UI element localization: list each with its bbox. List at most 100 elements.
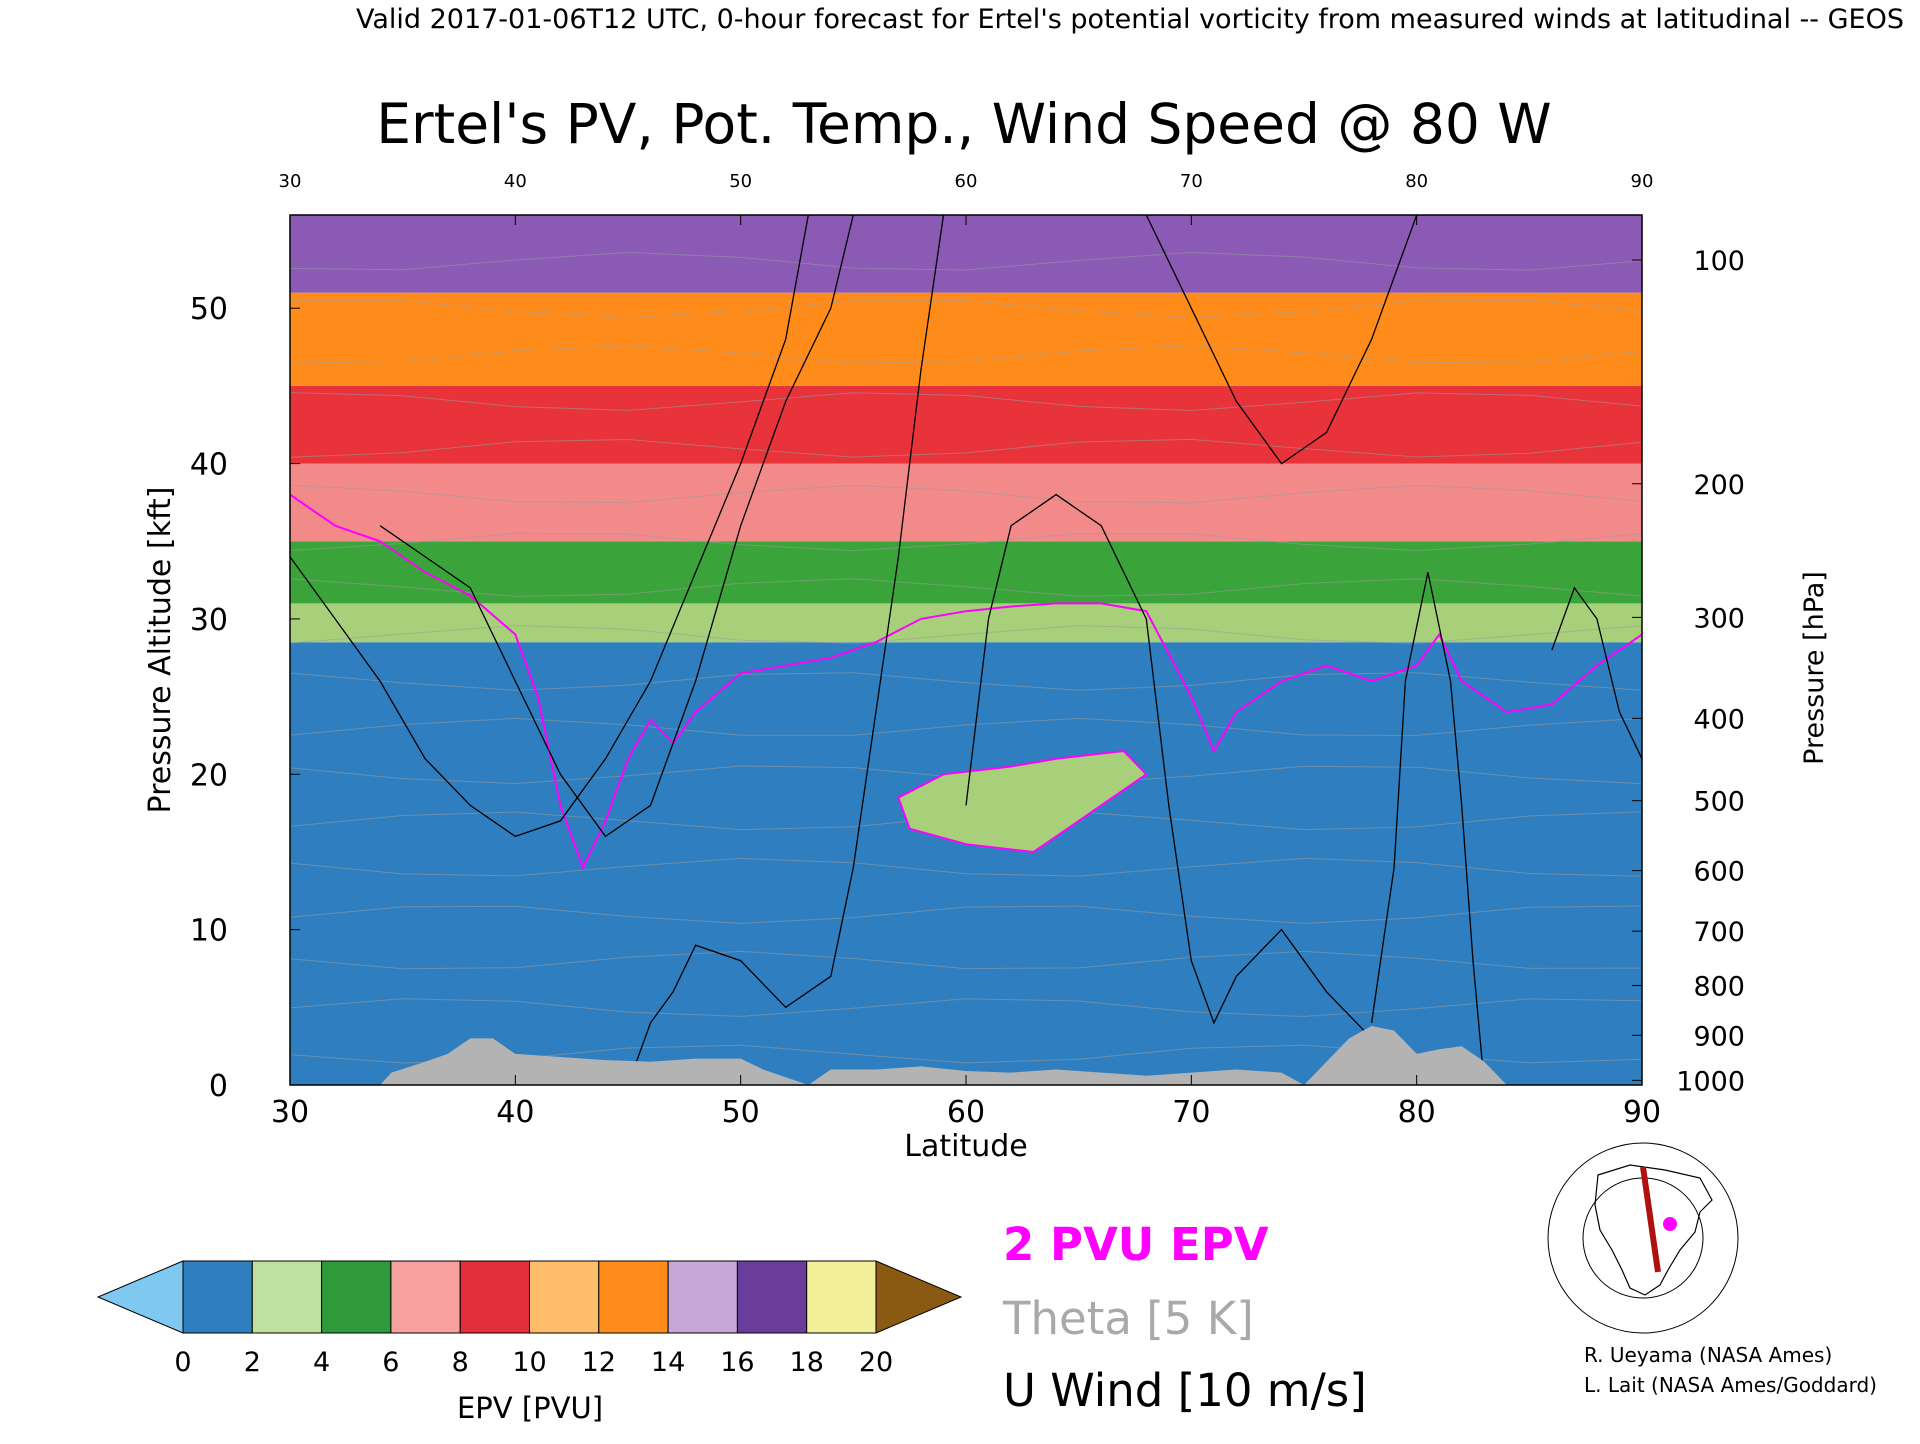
- colorbar-segment: [182, 1260, 253, 1334]
- x-tick-label: 40: [496, 1095, 534, 1130]
- pressure-tick-label: 100: [1693, 246, 1745, 277]
- x-axis-bottom: 30 40 50 60 70 80 90: [271, 1075, 1661, 1130]
- x-axis-top: 30 40 50 60 70 80 90: [279, 171, 1654, 225]
- colorbar: 0 2 4 6 8 10 12 14 16 18 20: [96, 1260, 963, 1378]
- epv-band-5: [290, 292, 1642, 386]
- x-top-tick-label: 80: [1405, 171, 1428, 192]
- theta-contour: [290, 950, 1642, 970]
- y-tick-label: 50: [190, 292, 228, 327]
- wind-contour: [1370, 572, 1485, 1085]
- colorbar-tick-label: 4: [313, 1347, 330, 1378]
- colorbar-under-arrow: [96, 1260, 184, 1334]
- colorbar-label: EPV [PVU]: [457, 1391, 603, 1425]
- x-tick-label: 80: [1398, 1095, 1436, 1130]
- x-tick-label: 60: [947, 1095, 985, 1130]
- colorbar-segment: [806, 1260, 877, 1334]
- pressure-tick-label: 900: [1693, 1021, 1745, 1052]
- map-inset: [1543, 1142, 1743, 1334]
- theta-contour: [290, 624, 1642, 644]
- theta-contour: [290, 578, 1642, 597]
- wind-contours: [290, 215, 1642, 1085]
- legend-pv-line: 2 PVU EPV: [1003, 1218, 1269, 1271]
- colorbar-segment: [251, 1260, 323, 1334]
- wind-contour: [379, 215, 854, 838]
- colorbar-segment: [459, 1260, 531, 1334]
- x-top-tick-label: 40: [504, 171, 527, 192]
- y-axis-label-right: Pressure [hPa]: [1799, 571, 1830, 765]
- credit-line-2: L. Lait (NASA Ames/Goddard): [1584, 1373, 1877, 1397]
- credit-line-1: R. Ueyama (NASA Ames): [1584, 1343, 1832, 1367]
- wind-contour: [290, 215, 809, 838]
- theta-contour: [290, 344, 1642, 364]
- colorbar-tick-label: 10: [512, 1347, 546, 1378]
- colorbar-segment: [321, 1260, 392, 1334]
- colorbar-segment: [529, 1260, 600, 1334]
- theta-contour: [290, 251, 1642, 271]
- x-tick-label: 50: [722, 1095, 760, 1130]
- pv-anomaly-blob: [897, 749, 1148, 854]
- y-tick-label: 40: [190, 448, 228, 483]
- legend-u-wind: U Wind [10 m/s]: [1003, 1364, 1367, 1417]
- x-top-tick-label: 30: [279, 171, 302, 192]
- map-graticule-circle: [1547, 1142, 1739, 1334]
- pressure-tick-label: 200: [1693, 470, 1745, 501]
- theta-contour: [290, 905, 1642, 924]
- epv-bands: [290, 215, 1642, 1085]
- theta-contour: [290, 299, 1642, 319]
- pressure-tick-label: 600: [1693, 857, 1745, 888]
- x-tick-label: 90: [1623, 1095, 1661, 1130]
- tropopause-2pvu-line: [290, 493, 1642, 871]
- colorbar-tick-label: 14: [651, 1347, 685, 1378]
- colorbar-segment: [667, 1260, 738, 1334]
- legend-theta: Theta [5 K]: [1002, 1292, 1254, 1345]
- header-line: Valid 2017-01-06T12 UTC, 0-hour forecast…: [356, 4, 1904, 35]
- y-axis-label-left: Pressure Altitude [kft]: [143, 487, 178, 814]
- wind-contour: [1551, 586, 1642, 760]
- theta-contour: [290, 672, 1642, 691]
- x-top-tick-label: 70: [1180, 171, 1203, 192]
- x-top-tick-label: 60: [955, 171, 978, 192]
- plot-area: [290, 215, 1642, 1085]
- x-tick-label: 30: [271, 1095, 309, 1130]
- colorbar-tick-label: 12: [582, 1347, 616, 1378]
- x-top-tick-label: 50: [729, 171, 752, 192]
- y-axis-left: 0 10 20 30 40 50: [190, 292, 300, 1104]
- colorbar-tick-label: 16: [720, 1347, 754, 1378]
- wind-contour: [627, 215, 945, 1085]
- pressure-tick-label: 500: [1693, 787, 1745, 818]
- map-cross-section-line: [1640, 1166, 1661, 1273]
- pressure-tick-label: 800: [1693, 972, 1745, 1003]
- colorbar-tick-label: 18: [790, 1347, 824, 1378]
- y-tick-label: 30: [190, 603, 228, 638]
- theta-contour: [290, 717, 1642, 736]
- x-top-tick-label: 90: [1631, 171, 1654, 192]
- chart-title: Ertel's PV, Pot. Temp., Wind Speed @ 80 …: [376, 92, 1551, 156]
- map-location-marker: [1663, 1217, 1677, 1231]
- wind-contour: [1145, 215, 1418, 465]
- colorbar-segment: [598, 1260, 669, 1334]
- pressure-tick-label: 1000: [1676, 1066, 1745, 1097]
- epv-band-4: [290, 385, 1642, 464]
- pressure-tick-label: 300: [1693, 603, 1745, 634]
- theta-contour: [290, 438, 1642, 458]
- colorbar-tick-label: 6: [382, 1347, 399, 1378]
- colorbar-segment: [390, 1260, 461, 1334]
- terrain: [290, 1026, 1642, 1085]
- theta-contour: [290, 392, 1642, 412]
- colorbar-over-arrow: [875, 1260, 963, 1334]
- epv-band-3: [290, 463, 1642, 542]
- y-tick-label: 0: [209, 1069, 228, 1104]
- colorbar-tick-label: 8: [452, 1347, 469, 1378]
- x-axis-label: Latitude: [904, 1129, 1027, 1164]
- theta-contour: [290, 998, 1642, 1018]
- pressure-tick-label: 700: [1693, 917, 1745, 948]
- theta-contour: [290, 532, 1642, 552]
- epv-band-6: [290, 215, 1642, 293]
- theta-contour: [290, 484, 1642, 504]
- epv-band-2: [290, 541, 1642, 604]
- colorbar-tick-label: 0: [174, 1347, 191, 1378]
- pressure-tick-label: 400: [1693, 704, 1745, 735]
- colorbar-segment: [736, 1260, 808, 1334]
- colorbar-tick-label: 2: [244, 1347, 261, 1378]
